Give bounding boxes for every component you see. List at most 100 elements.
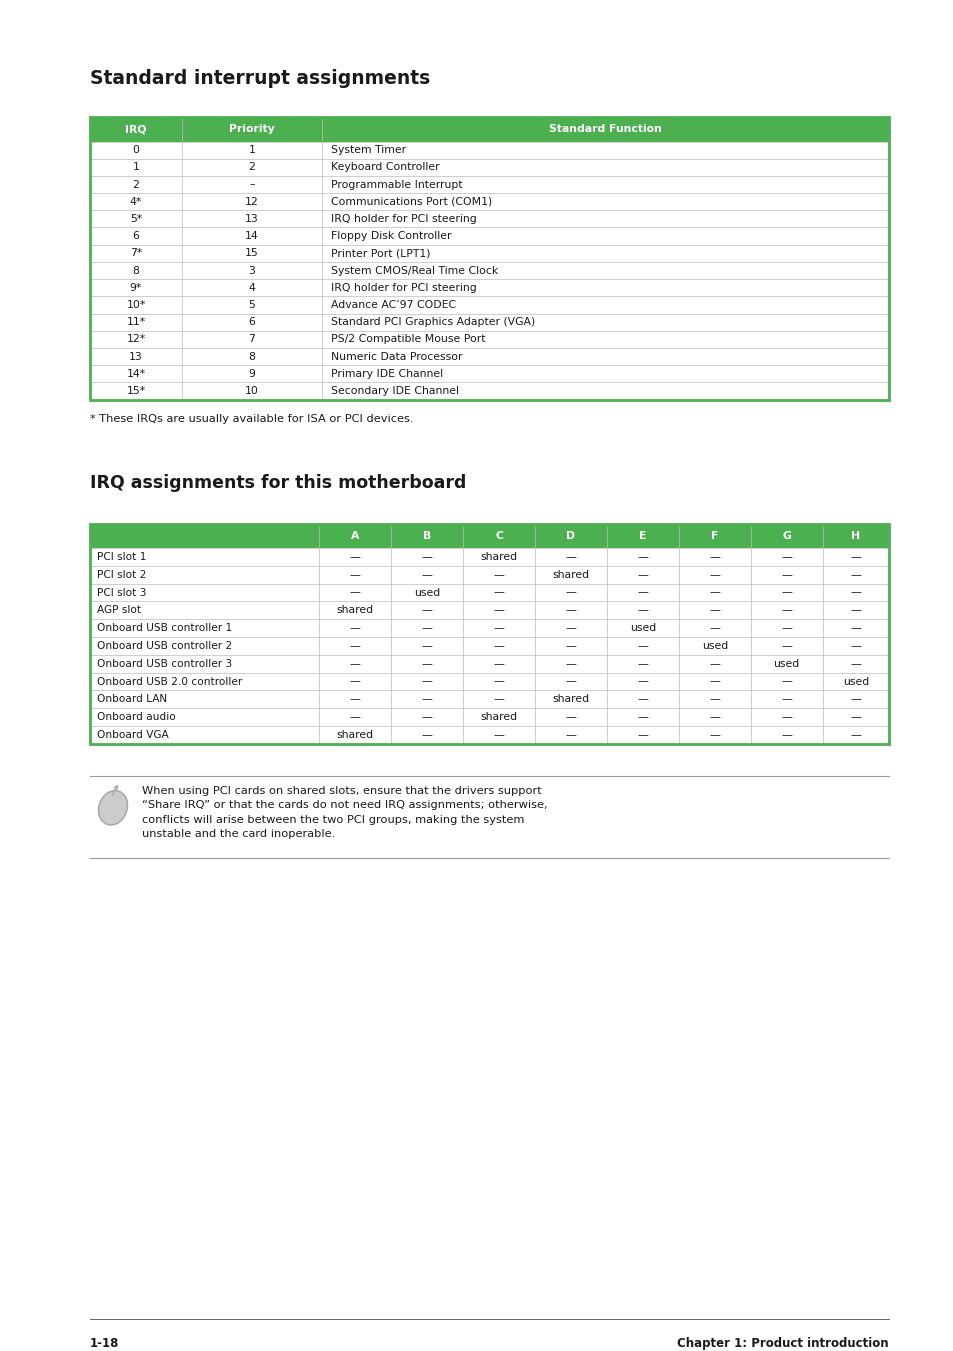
Text: —: —: [350, 570, 360, 580]
Text: —: —: [565, 640, 576, 651]
Text: —: —: [421, 677, 432, 686]
Text: IRQ holder for PCI steering: IRQ holder for PCI steering: [331, 282, 476, 293]
Ellipse shape: [98, 790, 128, 825]
Text: A: A: [351, 531, 359, 540]
Text: —: —: [350, 694, 360, 704]
Text: 12*: 12*: [126, 334, 146, 345]
Text: used: used: [414, 588, 440, 597]
Text: —: —: [421, 623, 432, 634]
Text: 6: 6: [248, 317, 255, 327]
Text: 10*: 10*: [126, 300, 146, 309]
Text: —: —: [849, 623, 861, 634]
Text: 9*: 9*: [130, 282, 142, 293]
Text: 4*: 4*: [130, 197, 142, 207]
Text: —: —: [637, 640, 648, 651]
Text: —: —: [421, 712, 432, 721]
Bar: [90, 523, 888, 549]
Text: used: used: [629, 623, 656, 634]
Text: Onboard USB controller 1: Onboard USB controller 1: [97, 623, 232, 634]
Text: —: —: [709, 712, 720, 721]
Text: Onboard audio: Onboard audio: [97, 712, 175, 721]
Text: Secondary IDE Channel: Secondary IDE Channel: [331, 386, 458, 396]
Text: 5: 5: [248, 300, 255, 309]
Text: —: —: [565, 712, 576, 721]
Text: Keyboard Controller: Keyboard Controller: [331, 162, 439, 173]
Text: —: —: [849, 694, 861, 704]
Text: 7*: 7*: [130, 249, 142, 258]
Text: 0: 0: [132, 145, 139, 155]
Text: E: E: [639, 531, 646, 540]
Bar: [90, 118, 888, 400]
Text: —: —: [493, 730, 504, 740]
Text: —: —: [350, 677, 360, 686]
Text: 8: 8: [132, 266, 139, 276]
Text: D: D: [566, 531, 575, 540]
Text: 13: 13: [245, 213, 258, 224]
Text: —: —: [781, 712, 791, 721]
Text: When using PCI cards on shared slots, ensure that the drivers support
“Share IRQ: When using PCI cards on shared slots, en…: [142, 786, 547, 839]
Text: H: H: [850, 531, 860, 540]
Text: —: —: [493, 694, 504, 704]
Text: —: —: [565, 659, 576, 669]
Text: 8: 8: [248, 351, 255, 362]
Text: —: —: [709, 659, 720, 669]
Text: Programmable Interrupt: Programmable Interrupt: [331, 180, 462, 189]
Text: —: —: [637, 694, 648, 704]
Text: —: —: [709, 694, 720, 704]
Text: —: —: [637, 553, 648, 562]
Text: PCI slot 3: PCI slot 3: [97, 588, 147, 597]
Text: —: —: [709, 677, 720, 686]
Text: —: —: [781, 640, 791, 651]
Text: Priority: Priority: [229, 124, 274, 134]
Text: 13: 13: [129, 351, 143, 362]
Text: —: —: [350, 623, 360, 634]
Text: IRQ holder for PCI steering: IRQ holder for PCI steering: [331, 213, 476, 224]
Text: —: —: [421, 553, 432, 562]
Text: Communications Port (COM1): Communications Port (COM1): [331, 197, 492, 207]
Text: —: —: [350, 640, 360, 651]
Text: used: used: [773, 659, 799, 669]
Text: —: —: [565, 677, 576, 686]
Text: —: —: [849, 640, 861, 651]
Text: —: —: [421, 570, 432, 580]
Text: 1-18: 1-18: [90, 1337, 119, 1350]
Text: 2: 2: [132, 180, 139, 189]
Text: used: used: [841, 677, 868, 686]
Text: —: —: [781, 730, 791, 740]
Text: Numeric Data Processor: Numeric Data Processor: [331, 351, 461, 362]
Text: —: —: [637, 570, 648, 580]
Text: 14*: 14*: [126, 369, 146, 378]
Text: 2: 2: [248, 162, 255, 173]
Text: Chapter 1: Product introduction: Chapter 1: Product introduction: [677, 1337, 888, 1350]
Text: —: —: [350, 659, 360, 669]
Text: —: —: [849, 553, 861, 562]
Text: shared: shared: [480, 712, 517, 721]
Text: —: —: [709, 553, 720, 562]
Text: —: —: [709, 623, 720, 634]
Text: B: B: [422, 531, 431, 540]
Bar: [90, 523, 888, 744]
Text: 14: 14: [245, 231, 258, 240]
Text: —: —: [849, 712, 861, 721]
Text: G: G: [781, 531, 790, 540]
Text: 4: 4: [248, 282, 255, 293]
Text: —: —: [565, 553, 576, 562]
Text: —: —: [709, 588, 720, 597]
Text: PCI slot 1: PCI slot 1: [97, 553, 146, 562]
Text: —: —: [421, 605, 432, 615]
Text: shared: shared: [336, 605, 374, 615]
Text: —: —: [781, 605, 791, 615]
Text: Onboard VGA: Onboard VGA: [97, 730, 169, 740]
Text: used: used: [701, 640, 727, 651]
Text: —: —: [637, 588, 648, 597]
Text: IRQ assignments for this motherboard: IRQ assignments for this motherboard: [90, 473, 466, 492]
Text: —: —: [421, 730, 432, 740]
Text: 1: 1: [248, 145, 255, 155]
Text: shared: shared: [480, 553, 517, 562]
Text: —: —: [781, 694, 791, 704]
Text: 9: 9: [248, 369, 255, 378]
Text: System CMOS/Real Time Clock: System CMOS/Real Time Clock: [331, 266, 497, 276]
Text: System Timer: System Timer: [331, 145, 405, 155]
Text: Onboard USB controller 2: Onboard USB controller 2: [97, 640, 232, 651]
Text: —: —: [637, 605, 648, 615]
